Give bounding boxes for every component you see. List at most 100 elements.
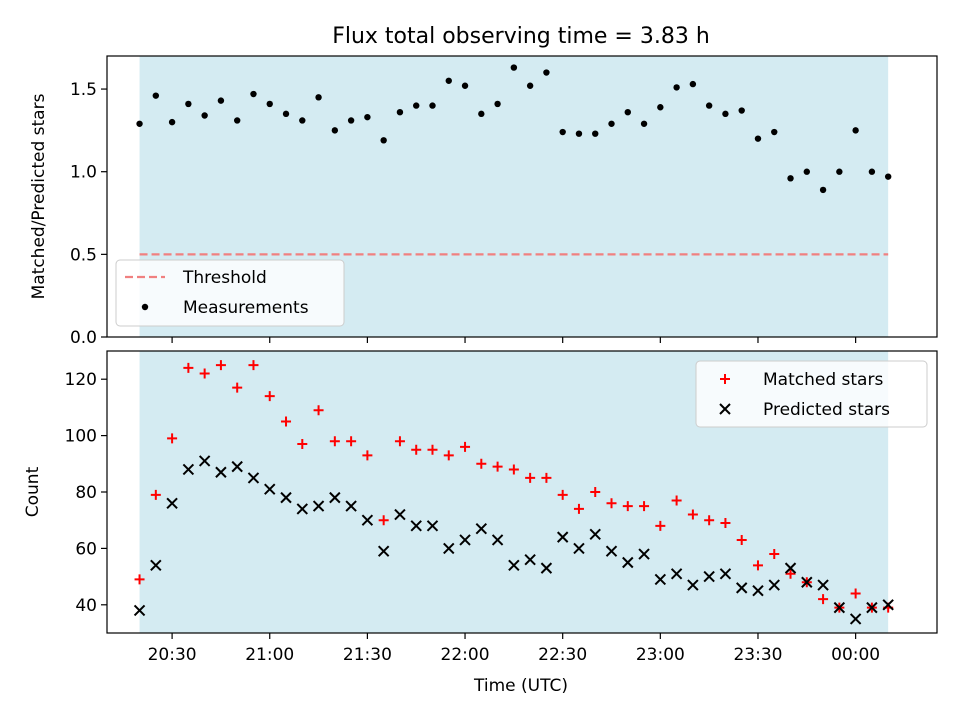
measurement-point [836,168,843,175]
measurement-point [771,128,778,136]
measurement-point [494,100,501,108]
y-tick-label: 40 [75,596,97,616]
matched-star-point [769,549,780,560]
predicted-star-point [280,491,292,504]
measurement-point [282,110,290,118]
y-tick-label: 1.0 [70,163,97,183]
legend-measurements-label: Measurements [183,298,309,318]
predicted-star-point [394,508,406,521]
matched-star-point [818,594,829,605]
matched-star-point [167,433,178,444]
predicted-star-point [426,520,439,532]
matched-star-point [541,472,552,483]
matched-star-point [720,518,731,529]
matched-star-point [297,439,308,450]
matched-star-point [622,501,633,512]
measurement-point [152,92,160,99]
predicted-star-point [198,455,211,467]
predicted-star-point [524,553,536,566]
measurement-point [168,118,176,126]
x-tick-label: 20:30 [148,645,197,665]
measurement-point [787,175,794,182]
y-tick-label: 100 [65,427,97,447]
count-panel: 40 60 80 100 120 20:30 21:00 21:30 22:00 22:30 23:… [23,350,938,665]
measurement-point [461,82,469,89]
measurement-point [233,117,241,124]
matched-star-point [476,458,487,469]
measurement-point [413,102,420,109]
predicted-star-point [182,463,195,476]
matched-star-point [264,391,275,402]
predicted-star-point [654,573,667,586]
measurement-point [559,128,566,136]
predicted-star-point [475,522,488,535]
matched-star-point [736,534,747,545]
measurement-point [543,69,550,76]
matched-star-point [687,509,698,520]
legend-matched-label: Matched stars [763,370,883,390]
measurement-point [640,120,648,127]
predicted-star-point [231,460,243,473]
measurement-point [884,173,892,180]
legend-frame [115,259,345,327]
matched-star-point [785,568,796,579]
matched-star-point [394,436,405,447]
matched-star-point [150,489,161,500]
matched-star-point [134,574,145,585]
measurement-point [705,102,713,109]
matched-star-point [492,461,503,472]
measurement-point [689,80,697,88]
matched-star-point [525,472,536,483]
predicted-star-point [833,601,846,614]
measurement-point [185,100,192,108]
predicted-star-point [329,491,341,504]
matched-star-point [232,382,243,393]
matched-star-point [639,501,650,512]
matched-star-point [215,360,226,371]
predicted-star-point [247,472,260,484]
matched-star-point [411,444,422,455]
y-tick-label: 0.0 [70,328,97,348]
legend-measurements-swatch [141,303,149,311]
predicted-star-point [312,500,325,512]
measurement-point [380,137,387,144]
matched-star-point [671,495,682,506]
matched-star-point [443,450,454,461]
matched-star-point [329,436,340,447]
x-tick-label: 22:00 [441,645,490,665]
measurement-point [819,186,827,194]
measurement-point [315,94,322,101]
measurement-point [722,110,729,118]
matched-star-point [281,416,292,427]
predicted-star-point [573,542,585,555]
x-tick-label: 21:00 [245,645,294,665]
measurement-point [266,100,273,108]
predicted-star-point [166,497,178,509]
measurement-point [250,90,257,98]
predicted-star-point [508,559,520,572]
predicted-star-point [735,582,748,594]
matched-star-point [460,441,471,452]
legend-predicted-swatch [719,403,731,415]
measurement-point [299,117,306,124]
measurement-point [331,127,339,134]
measurement-point [738,107,745,114]
x-tick-label: 00:00 [831,645,880,665]
predicted-star-point [866,601,878,614]
measurement-point [478,110,485,118]
predicted-star-point [670,568,683,580]
measurement-point [429,102,436,109]
legend: Matched stars Predicted stars [695,360,928,428]
predicted-star-point [491,534,504,546]
measurement-point [445,77,452,84]
measurement-point [657,104,664,111]
y-axis-label: Matched/Predicted stars [29,93,49,299]
legend: Threshold Measurements [115,259,345,327]
y-tick-label: 60 [75,539,97,559]
predicted-star-point [784,562,797,574]
predicted-star-point [849,613,862,625]
measurement-point [803,168,811,175]
x-tick-label: 23:30 [733,645,782,665]
predicted-star-point [768,579,780,591]
